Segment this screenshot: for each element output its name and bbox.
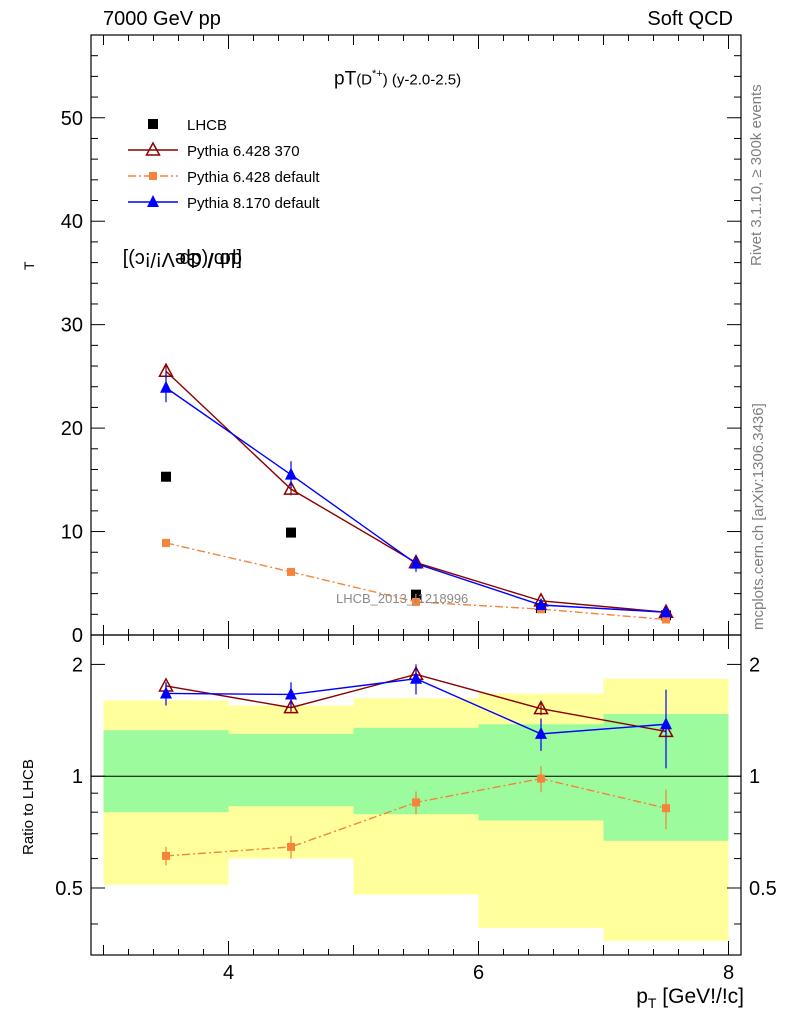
pythia6-default-marker <box>287 842 295 851</box>
pythia8-default-marker <box>535 598 547 610</box>
pythia6-default-marker <box>162 851 170 860</box>
pythia8-default-marker <box>535 726 547 739</box>
lhcb-marker <box>411 589 421 600</box>
pythia8-default-marker <box>285 467 297 480</box>
ratio-ytick-label-right: 0.5 <box>749 878 777 900</box>
main-ytick-label: 30 <box>61 315 83 337</box>
ratio-series-layer <box>158 664 674 866</box>
x-axis-label: pT [GeV!/!c] <box>636 985 744 1012</box>
ratio-axes: 4 6 8 0.5 0.5 1 1 2 2 <box>55 635 777 984</box>
ratio-ytick-label: 2 <box>72 654 83 676</box>
lhcb-marker <box>286 527 296 538</box>
energy-label: 7000 GeV pp <box>103 8 221 30</box>
ratio-ytick-label: 1 <box>72 766 83 788</box>
pythia6-default-marker <box>537 774 545 783</box>
pythia6-default-marker <box>412 798 420 807</box>
process-label: Soft QCD <box>647 8 733 30</box>
ratio-ytick-label-right: 1 <box>749 766 760 788</box>
title-sup: *+ <box>372 68 383 80</box>
pythia6-default-marker <box>162 538 170 547</box>
analysis-watermark: LHCB_2013_I1218996 <box>336 591 469 606</box>
pythia6-default-marker <box>662 804 670 813</box>
pythia8-default-marker <box>410 671 422 684</box>
xtick-label: 4 <box>223 962 234 984</box>
legend: LHCB Pythia 6.428 370 Pythia 6.428 default… <box>128 117 320 212</box>
pythia8-default-marker <box>285 687 297 700</box>
main-line-3 <box>165 387 667 613</box>
band-1sigma <box>103 730 229 813</box>
xtick-label: 6 <box>473 962 484 984</box>
pythia6-default-marker <box>287 567 295 576</box>
main-ytick-label: 20 <box>61 418 83 440</box>
main-ytick-label: 40 <box>61 211 83 233</box>
title-particle: (D <box>356 71 373 89</box>
pythia8-default-marker <box>147 195 159 207</box>
lhcb-marker <box>161 471 171 482</box>
pythia6-370-marker <box>145 141 161 156</box>
pythia6-370-marker <box>283 480 299 495</box>
legend-label-3: Pythia 8.170 default <box>187 195 320 212</box>
pythia6-default-marker <box>149 172 157 180</box>
ratio-ytick-label-right: 2 <box>749 654 760 676</box>
pythia8-default-marker <box>660 717 672 730</box>
plot-title: pT(D*+) (y-2.0-2.5) <box>334 68 461 90</box>
main-ytick-label: 50 <box>61 108 83 130</box>
pythia8-default-marker <box>160 380 172 393</box>
pythia6-default-marker <box>662 615 670 624</box>
main-ytick-label: 10 <box>61 522 83 544</box>
main-series-layer <box>158 362 674 624</box>
pythia8-default-marker <box>160 686 172 699</box>
title-tail: ) (y-2.0-2.5) <box>382 71 462 89</box>
ratio-frame <box>90 634 742 956</box>
title-main: pT <box>334 68 357 90</box>
y-axis-label-main: dσ / dp T [μb/(GeV!/!c)] <box>21 248 242 270</box>
legend-label-1: Pythia 6.428 370 <box>187 143 300 160</box>
lhcb-marker <box>148 119 158 129</box>
pythia6-370-marker <box>533 700 549 715</box>
pythia6-default-marker <box>412 597 420 606</box>
xtick-label: 8 <box>723 962 734 984</box>
main-line-1 <box>165 370 667 613</box>
band-1sigma <box>228 733 354 807</box>
pythia8-default-marker <box>410 556 422 569</box>
ratio-ytick-label: 0.5 <box>55 878 83 900</box>
pythia8-default-marker <box>660 605 672 618</box>
main-ytick-label: 0 <box>72 625 83 647</box>
pythia6-370-marker <box>283 699 299 714</box>
legend-label-0: LHCB <box>187 117 227 134</box>
main-axes: 0 10 20 30 40 50 <box>61 34 741 647</box>
legend-label-2: Pythia 6.428 default <box>187 169 320 186</box>
axis-frames <box>90 34 742 956</box>
